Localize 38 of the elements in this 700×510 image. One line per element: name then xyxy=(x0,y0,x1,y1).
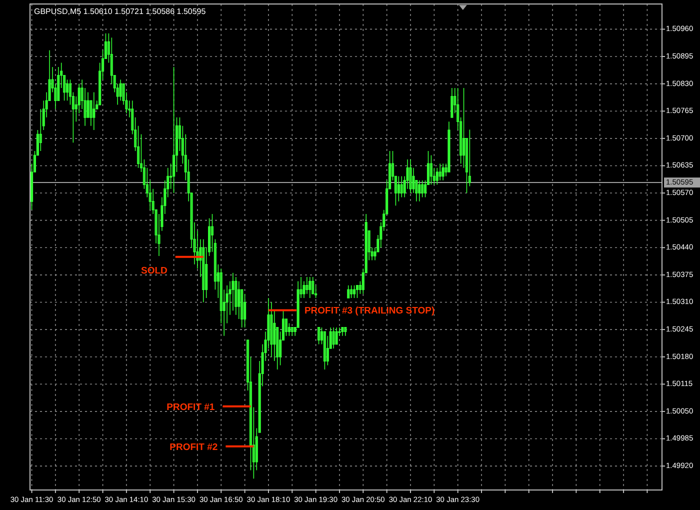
candlestick xyxy=(92,92,96,130)
candlestick xyxy=(450,88,454,118)
candlestick xyxy=(302,280,306,298)
candlestick xyxy=(234,276,238,316)
candlestick xyxy=(418,180,421,202)
annotation: PROFIT #1 xyxy=(166,402,216,413)
candlestick xyxy=(448,121,450,172)
candlestick xyxy=(352,285,356,298)
candlestick xyxy=(172,66,176,194)
candlestick xyxy=(344,327,347,336)
candlestick xyxy=(400,176,403,198)
candlestick xyxy=(202,238,205,303)
candlestick xyxy=(438,163,442,181)
candlestick xyxy=(347,285,350,298)
candlestick xyxy=(119,79,122,102)
chart-title: GBPUSD,M5 1.50610 1.50721 1.50586 1.50595 xyxy=(34,7,206,16)
candlestick xyxy=(332,327,335,349)
annotation: SOLD xyxy=(140,265,168,276)
candlestick xyxy=(350,285,353,298)
candlestick xyxy=(335,327,338,345)
candlestick xyxy=(306,276,308,294)
candlestick xyxy=(66,79,69,102)
candlestick xyxy=(232,272,234,312)
candlestick xyxy=(290,327,294,336)
annotation: PROFIT #3 (TRAILING STOP) xyxy=(304,306,435,317)
candlestick xyxy=(442,163,444,181)
candlestick xyxy=(341,327,344,336)
candlestick xyxy=(356,285,359,298)
candlestick xyxy=(270,302,273,358)
candlestick xyxy=(436,167,438,186)
candlestick xyxy=(409,159,412,194)
annotation: PROFIT #2 xyxy=(170,442,218,453)
candlestick xyxy=(312,276,314,294)
candlestick xyxy=(430,154,432,186)
candlestick xyxy=(288,322,290,336)
candlestick xyxy=(397,176,400,202)
candlestick xyxy=(308,276,312,298)
candlestick xyxy=(421,180,424,198)
